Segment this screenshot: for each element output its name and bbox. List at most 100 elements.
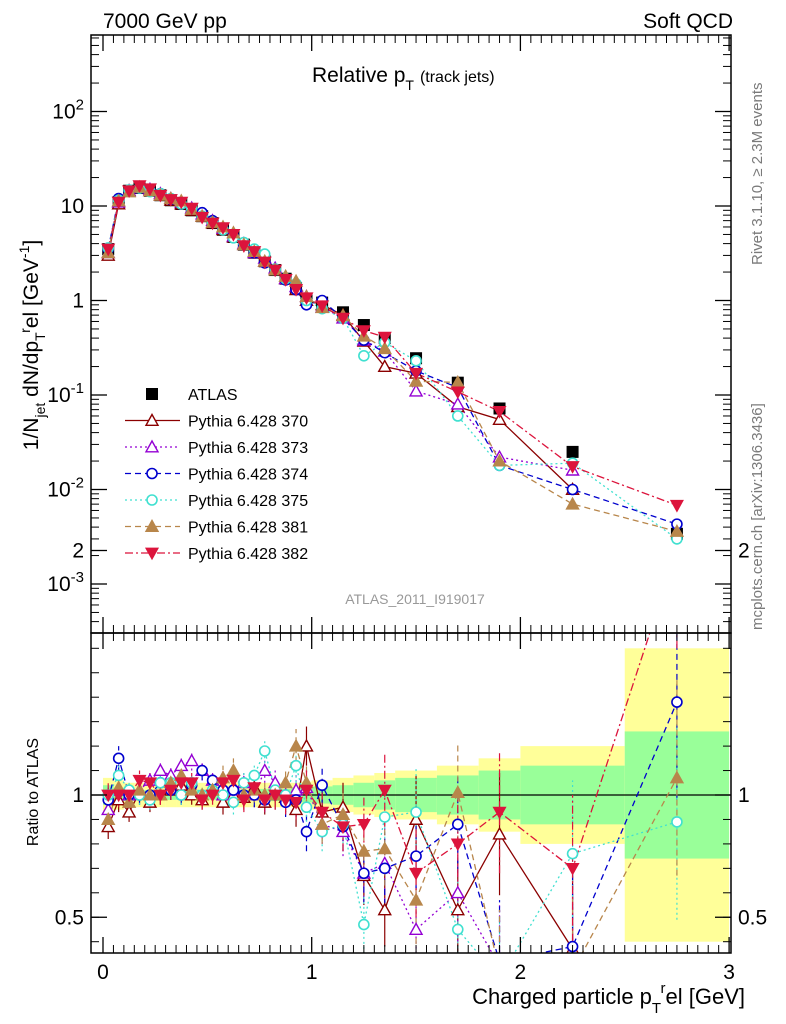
ratio-point <box>566 847 579 860</box>
series-point <box>257 256 272 270</box>
ratio-point <box>671 816 683 828</box>
ratio-y-axis-label: Ratio to ATLAS <box>25 738 42 846</box>
legend-marker <box>146 494 158 506</box>
ratio-point <box>450 902 465 916</box>
x-axis-label: Charged particle pTrel [GeV] <box>472 980 745 1017</box>
ratio-point <box>153 763 168 777</box>
ratio-point <box>316 779 328 792</box>
ratio-point <box>278 794 293 808</box>
series-point <box>247 246 262 259</box>
ratio-series-line <box>107 749 678 953</box>
x-tick-label: 1 <box>306 961 318 984</box>
series-point <box>122 185 137 198</box>
ratio-point <box>410 850 422 862</box>
analysis-id: ATLAS_2011_I919017 <box>345 591 485 607</box>
y-tick-label: 1 <box>72 290 84 313</box>
ratio-point <box>409 867 424 881</box>
ratio-point <box>226 763 241 777</box>
ratio-y-tick-label-right: 1 <box>738 784 750 807</box>
main-series-markers <box>101 179 685 545</box>
ratio-point <box>101 812 116 825</box>
legend-label: Pythia 6.428 382 <box>188 546 308 563</box>
ratio-point <box>451 923 464 936</box>
ratio-point <box>495 956 505 966</box>
ratio-point <box>408 892 424 906</box>
series-point <box>101 243 116 257</box>
svg-text:1/Njet dN/dpTrel [GeV-1]: 1/Njet dN/dpTrel [GeV-1] <box>16 240 48 450</box>
ratio-point <box>408 922 424 935</box>
ratio-point <box>227 796 240 809</box>
legend-marker <box>146 388 158 400</box>
ratio-point <box>111 789 126 803</box>
ratio-y-tick-label: 2 <box>72 540 84 563</box>
atlas-point <box>566 445 579 458</box>
ratio-point <box>132 774 147 788</box>
legend-marker <box>144 519 160 532</box>
ratio-point <box>257 763 272 777</box>
ratio-point <box>142 787 158 801</box>
ratio-point <box>494 965 506 976</box>
y-axis-label: 1/Njet dN/dpTrel [GeV-1] <box>16 240 48 450</box>
series-point <box>450 386 465 400</box>
plot-title-main: Relative p <box>312 64 405 87</box>
ratio-series-markers <box>101 696 685 976</box>
series-point <box>566 483 579 496</box>
ratio-point <box>300 825 313 838</box>
legend-marker <box>144 547 160 561</box>
series-point <box>132 180 147 193</box>
ratio-point <box>300 801 313 814</box>
ratio-point <box>288 738 304 752</box>
ratio-point <box>377 784 392 798</box>
series-point <box>565 461 580 474</box>
series-point <box>184 202 199 216</box>
main-series-lines <box>107 185 678 540</box>
legend-marker <box>146 467 158 480</box>
ratio-point <box>184 777 199 791</box>
legend-label: Pythia 6.428 381 <box>188 520 308 537</box>
y-tick-label: 10-1 <box>47 380 84 407</box>
series-point <box>408 383 424 397</box>
ratio-point <box>358 867 370 880</box>
main-frame <box>90 34 732 634</box>
legend-marker <box>144 413 160 426</box>
y-tick-label: 10 <box>61 195 84 218</box>
ratio-point <box>335 821 351 835</box>
ratio-point <box>247 782 262 795</box>
ratio-point <box>410 806 422 818</box>
series-point <box>236 240 251 253</box>
series-point <box>315 300 330 313</box>
legend-label: Pythia 6.428 370 <box>188 414 308 431</box>
ratio-point <box>356 818 371 832</box>
svg-text:Charged particle pTrel [GeV]: Charged particle pTrel [GeV] <box>472 980 745 1017</box>
ratio-point <box>278 775 293 789</box>
ratio-point <box>492 806 507 820</box>
ratio-point <box>408 812 424 825</box>
series-point <box>268 264 283 278</box>
ratio-point <box>238 776 250 789</box>
series-point <box>358 349 370 362</box>
ratio-frame <box>90 632 732 954</box>
side-label-top: Rivet 3.1.10, ≥ 2.3M events <box>749 83 766 266</box>
y-tick-label: 10-2 <box>47 475 84 502</box>
series-point <box>565 496 580 510</box>
ratio-point <box>236 794 251 808</box>
series-point <box>377 331 392 345</box>
series-point <box>492 453 507 467</box>
ratio-point <box>257 794 272 808</box>
ratio-point <box>378 811 391 823</box>
plot-title-note: (track jets) <box>420 69 495 86</box>
series-point <box>142 183 157 197</box>
ratio-point <box>215 794 231 808</box>
ratio-point <box>132 782 147 796</box>
ratio-y-tick-label: 1 <box>72 784 84 807</box>
svg-text:Ratio to ATLAS: Ratio to ATLAS <box>25 738 42 846</box>
series-point <box>377 359 392 373</box>
ratio-point <box>450 785 465 799</box>
ratio-point <box>121 804 137 818</box>
series-line <box>107 187 574 490</box>
ratio-point <box>101 819 116 833</box>
ratio-point <box>142 777 157 791</box>
ratio-point <box>195 794 210 808</box>
ratio-point <box>314 816 330 830</box>
ratio-point <box>154 776 167 789</box>
